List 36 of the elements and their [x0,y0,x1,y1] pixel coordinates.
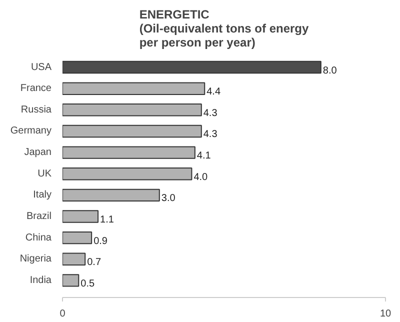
bar [62,252,86,266]
x-tick-label: 0 [60,308,66,320]
bar [62,274,80,287]
y-tick-label: China [25,232,52,244]
bar [62,124,202,138]
bar [62,210,99,223]
bar [62,60,322,74]
data-label: 8.0 [322,65,338,76]
y-tick-label: Brazil [26,211,52,222]
data-label: 0.7 [87,257,102,268]
bar [62,82,206,95]
y-tick-label: USA [30,62,52,73]
data-label: 3.0 [161,193,176,204]
data-label: 4.3 [203,108,218,119]
chart-title: ENERGETIC (Oil-equivalent tons of energy per person per year) [139,8,310,50]
y-tick-label: Nigeria [20,254,52,265]
data-label: 1.1 [100,214,114,226]
bar [62,104,202,116]
data-label: 0.9 [94,236,108,247]
x-tick-label: 10 [380,308,392,320]
bar [62,188,160,202]
data-label: 4.3 [203,129,218,140]
data-label: 4.1 [196,150,212,162]
bar [62,231,92,244]
bar [62,146,196,159]
data-label: 4.0 [194,172,208,183]
y-tick-label: Germany [10,126,52,137]
y-tick-label: UK [38,168,52,180]
y-tick-label: France [20,83,52,94]
y-tick-label: Italy [33,190,52,201]
y-tick-label: Japan [24,147,52,158]
y-tick-label: Russia [20,104,52,116]
bar [62,168,192,180]
data-label: 4.4 [206,86,221,98]
y-tick-label: India [30,274,52,286]
data-label: 0.5 [80,278,95,290]
